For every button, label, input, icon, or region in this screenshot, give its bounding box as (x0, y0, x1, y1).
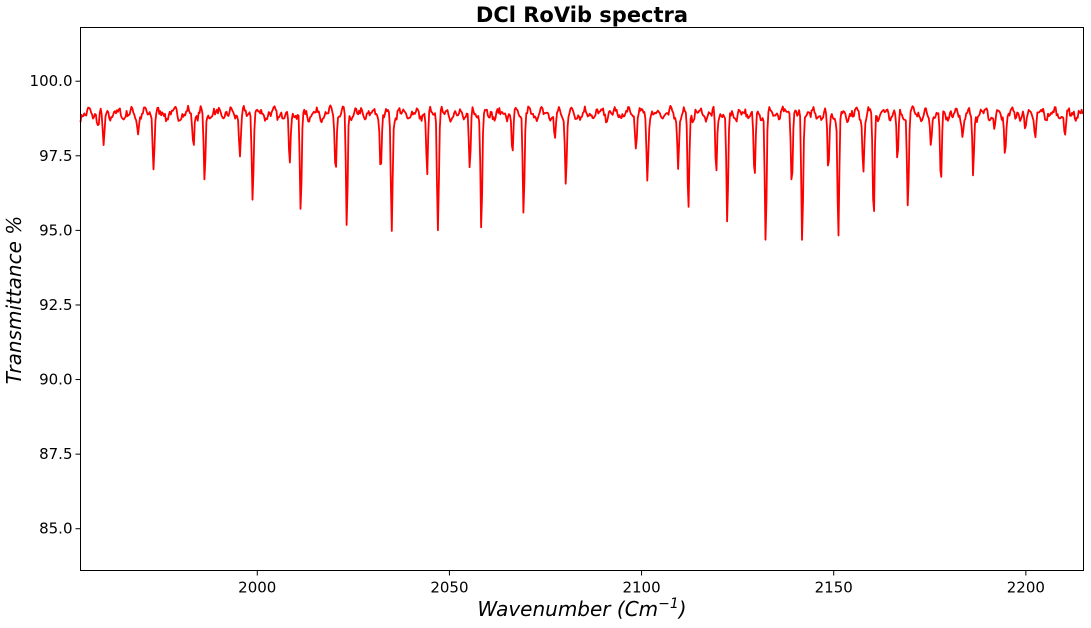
x-axis-label-main: Wavenumber (477, 597, 612, 621)
x-axis-label-unit: (Cm (617, 597, 658, 621)
y-tick-label: 90.0 (39, 371, 72, 389)
x-tick-label: 2200 (1007, 579, 1045, 597)
x-tick-label: 2050 (430, 579, 468, 597)
y-tick-label: 92.5 (39, 296, 72, 314)
plot-frame (80, 27, 1084, 571)
y-tick-label: 87.5 (39, 445, 72, 463)
y-tick-label: 85.0 (39, 520, 72, 538)
y-axis: 85.0 87.5 90.0 92.5 95.0 97.5 100.0 (30, 72, 81, 538)
x-axis: 2000 2050 2100 2150 2200 (238, 570, 1045, 597)
x-axis-label-unit-close: ) (677, 597, 687, 621)
y-tick-label: 97.5 (39, 147, 72, 165)
x-tick-label: 2150 (815, 579, 853, 597)
y-axis-label: Transmittance % (2, 216, 26, 385)
y-tick-label: 95.0 (39, 221, 72, 239)
spectrum-series-line (79, 104, 1084, 241)
x-axis-label: Wavenumber (Cm−1) (477, 596, 686, 621)
x-tick-label: 2000 (238, 579, 276, 597)
x-axis-label-unit-sup: −1 (658, 596, 679, 612)
y-tick-label: 100.0 (30, 72, 73, 90)
chart-title: DCl RoVib spectra (476, 3, 688, 27)
x-tick-label: 2100 (622, 579, 660, 597)
